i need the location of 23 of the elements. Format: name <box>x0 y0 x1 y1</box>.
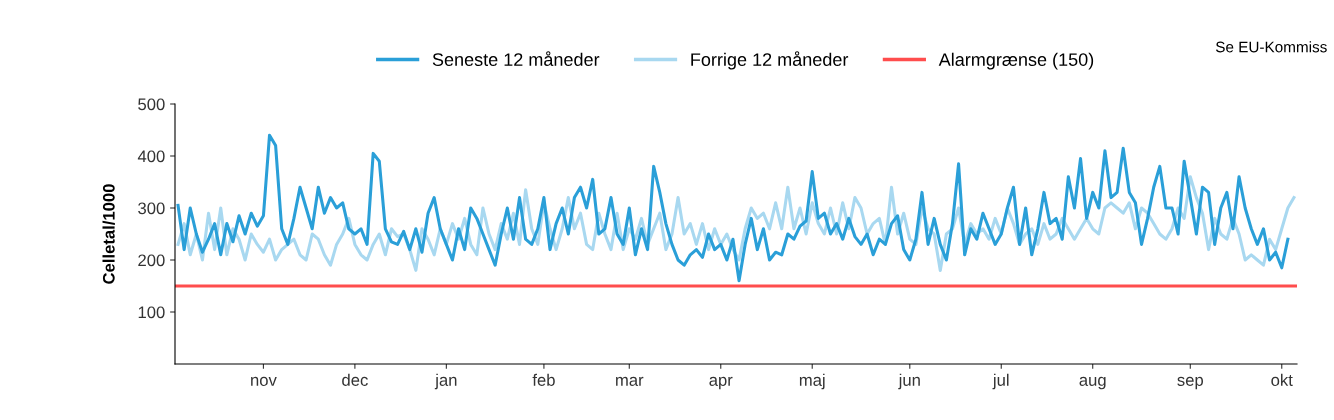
y-tick-label: 100 <box>138 306 165 319</box>
x-tick-label: sep <box>1177 376 1204 390</box>
x-tick-label: okt <box>1271 373 1293 386</box>
x-tick-label: nov <box>251 376 277 386</box>
legend-label: Alarmgrænse (150) <box>938 52 1094 70</box>
x-tick-label: feb <box>532 373 555 386</box>
x-tick-label: jan <box>434 373 457 390</box>
x-tick-label: apr <box>709 376 733 390</box>
y-axis-title: Celletal/1000 <box>102 184 115 284</box>
x-tick-label: aug <box>1079 376 1106 390</box>
y-tick-label: 300 <box>138 202 165 215</box>
x-tick-label: mar <box>616 376 644 386</box>
x-tick-label: jul <box>992 373 1009 390</box>
line-series <box>176 133 1290 283</box>
x-tick-label: maj <box>799 373 825 390</box>
x-tick-label: jun <box>898 373 920 390</box>
text: Se EU-Kommiss <box>1215 41 1327 53</box>
y-tick-label: 200 <box>138 254 165 267</box>
y-tick-label: 500 <box>138 98 165 111</box>
x-tick-label: dec <box>342 373 368 386</box>
y-tick-label: 400 <box>137 150 165 163</box>
legend-label: Forrige 12 måneder <box>691 51 849 70</box>
legend-label: Seneste 12 måneder <box>432 51 600 66</box>
